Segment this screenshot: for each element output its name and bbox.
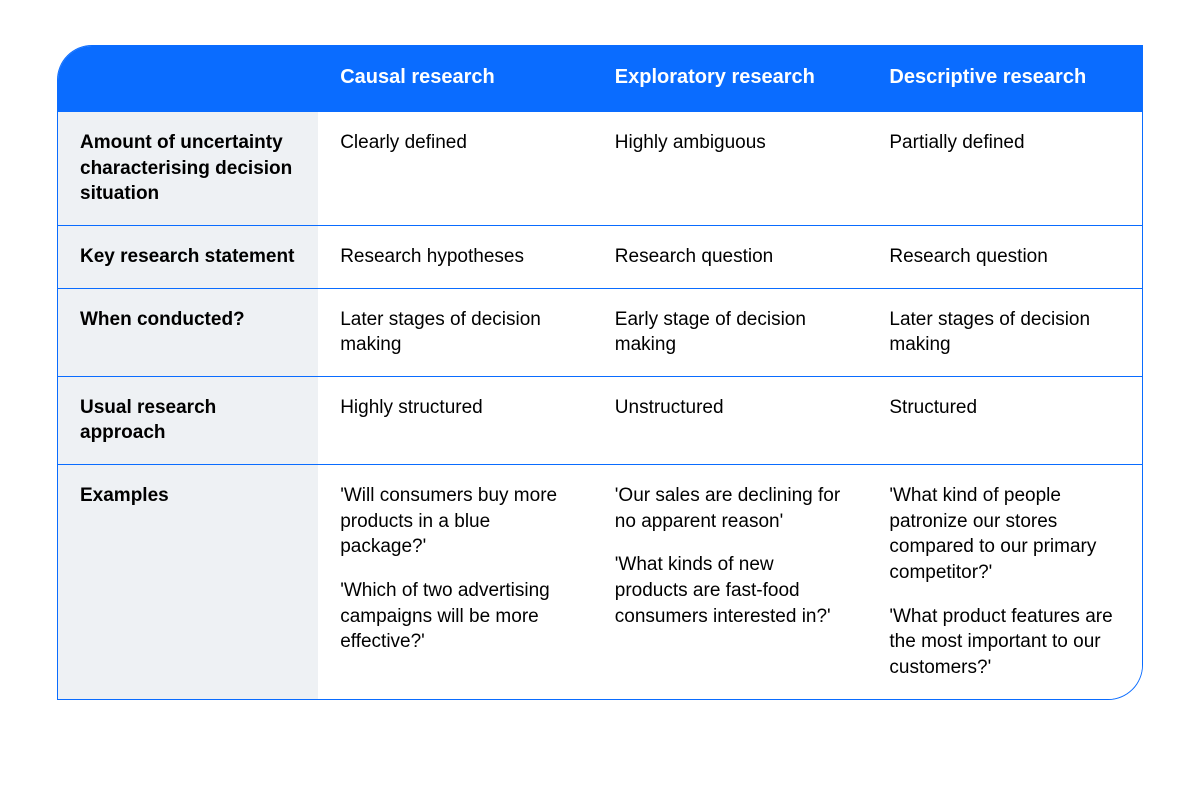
cell-descriptive: Later stages of decision making — [867, 288, 1142, 376]
table-row: When conducted? Later stages of decision… — [58, 288, 1142, 376]
cell-causal: Research hypotheses — [318, 225, 593, 288]
cell-descriptive: Research question — [867, 225, 1142, 288]
row-label: Examples — [58, 465, 318, 699]
header-blank — [58, 46, 318, 112]
table-row: Key research statement Research hypothes… — [58, 225, 1142, 288]
cell-exploratory: Highly ambiguous — [593, 112, 868, 226]
row-label: Key research statement — [58, 225, 318, 288]
example-text: 'What kinds of new products are fast-foo… — [615, 552, 846, 629]
row-label: Usual research approach — [58, 376, 318, 464]
cell-causal-examples: 'Will consumers buy more products in a b… — [318, 465, 593, 699]
cell-causal: Highly structured — [318, 376, 593, 464]
table-row: Usual research approach Highly structure… — [58, 376, 1142, 464]
cell-causal: Clearly defined — [318, 112, 593, 226]
table: Causal research Exploratory research Des… — [58, 46, 1142, 699]
header-row: Causal research Exploratory research Des… — [58, 46, 1142, 112]
table-row-examples: Examples 'Will consumers buy more produc… — [58, 465, 1142, 699]
example-text: 'Our sales are declining for no apparent… — [615, 483, 846, 534]
example-text: 'What kind of people patronize our store… — [889, 483, 1120, 586]
example-text: 'Will consumers buy more products in a b… — [340, 483, 571, 560]
table-row: Amount of uncertainty characterising dec… — [58, 112, 1142, 226]
row-label: When conducted? — [58, 288, 318, 376]
cell-descriptive-examples: 'What kind of people patronize our store… — [867, 465, 1142, 699]
example-text: 'What product features are the most impo… — [889, 604, 1120, 681]
example-text: 'Which of two advertising campaigns will… — [340, 578, 571, 655]
header-exploratory: Exploratory research — [593, 46, 868, 112]
cell-exploratory: Unstructured — [593, 376, 868, 464]
row-label: Amount of uncertainty characterising dec… — [58, 112, 318, 226]
research-comparison-table: Causal research Exploratory research Des… — [58, 46, 1142, 699]
header-causal: Causal research — [318, 46, 593, 112]
cell-descriptive: Structured — [867, 376, 1142, 464]
cell-exploratory: Early stage of decision making — [593, 288, 868, 376]
cell-causal: Later stages of decision making — [318, 288, 593, 376]
header-descriptive: Descriptive research — [867, 46, 1142, 112]
cell-exploratory: Research question — [593, 225, 868, 288]
cell-descriptive: Partially defined — [867, 112, 1142, 226]
cell-exploratory-examples: 'Our sales are declining for no apparent… — [593, 465, 868, 699]
